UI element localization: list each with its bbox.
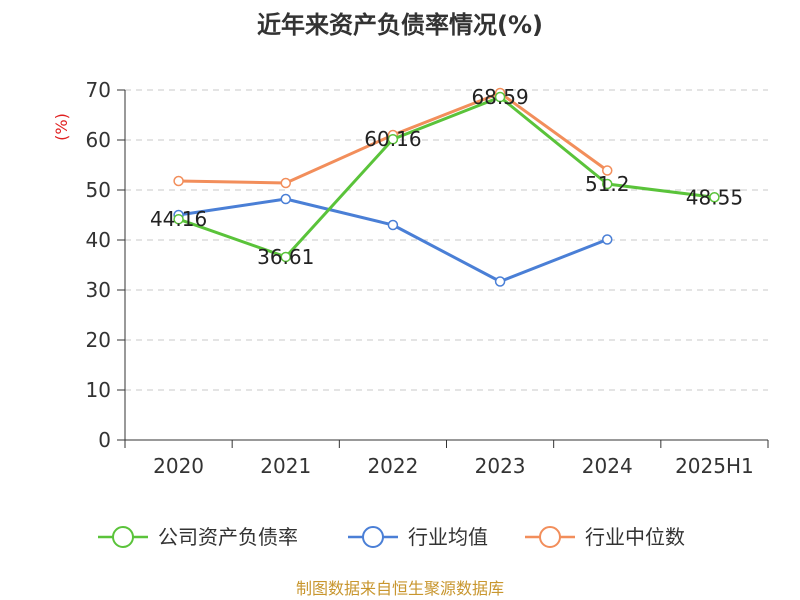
x-tick-label: 2021 [260, 454, 311, 478]
x-tick-label: 2022 [367, 454, 418, 478]
y-tick-label: 40 [86, 228, 111, 252]
legend: 公司资产负债率 行业均值 行业中位数 [98, 525, 685, 549]
series-line [178, 95, 715, 259]
y-tick-label: 30 [86, 278, 111, 302]
grid-lines [125, 89, 768, 391]
data-point [387, 133, 399, 145]
data-point [173, 213, 184, 225]
data-point [602, 165, 613, 176]
legend-marker [539, 526, 561, 548]
data-point [280, 193, 291, 205]
y-axis-label: (%) [52, 113, 71, 141]
x-tick-label: 2020 [153, 454, 204, 478]
y-tick-label: 50 [86, 178, 111, 202]
data-point [173, 175, 184, 187]
legend-label: 行业均值 [408, 525, 488, 549]
legend-label: 公司资产负债率 [158, 525, 298, 549]
y-tick-label: 20 [86, 328, 111, 352]
y-tick-label: 60 [86, 128, 111, 152]
axes: 0 10 20 30 40 50 60 70 2020 2021 2022 2023 2024 2025H… [86, 78, 769, 478]
data-point [387, 219, 399, 231]
legend-marker [112, 526, 134, 548]
y-tick-label: 0 [98, 428, 111, 452]
data-label: 68.59 [471, 85, 528, 109]
legend-marker [362, 526, 384, 548]
x-tick-label: 2025H1 [675, 454, 754, 478]
data-label: 48.55 [686, 185, 743, 209]
data-point [602, 234, 613, 245]
y-tick-label: 10 [86, 378, 111, 402]
data-point [280, 251, 291, 263]
x-tick-label: 2024 [582, 454, 633, 478]
data-label: 60.16 [364, 127, 421, 151]
y-tick-label: 70 [86, 78, 111, 102]
data-point [602, 178, 613, 190]
data-point [494, 91, 506, 103]
data-label: 51.2 [585, 172, 630, 196]
data-point [709, 192, 720, 203]
data-labels: 44.16 36.61 60.16 68.59 51.2 48.55 [150, 85, 743, 269]
data-point [494, 276, 506, 287]
series-lines [173, 87, 720, 287]
data-point [280, 177, 291, 189]
legend-label: 行业中位数 [585, 525, 685, 549]
chart-title: 近年来资产负债率情况(%) [257, 11, 543, 39]
data-label: 44.16 [150, 207, 207, 231]
data-label: 36.61 [257, 245, 314, 269]
source-footer: 制图数据来自恒生聚源数据库 [296, 579, 504, 598]
x-tick-label: 2023 [475, 454, 526, 478]
